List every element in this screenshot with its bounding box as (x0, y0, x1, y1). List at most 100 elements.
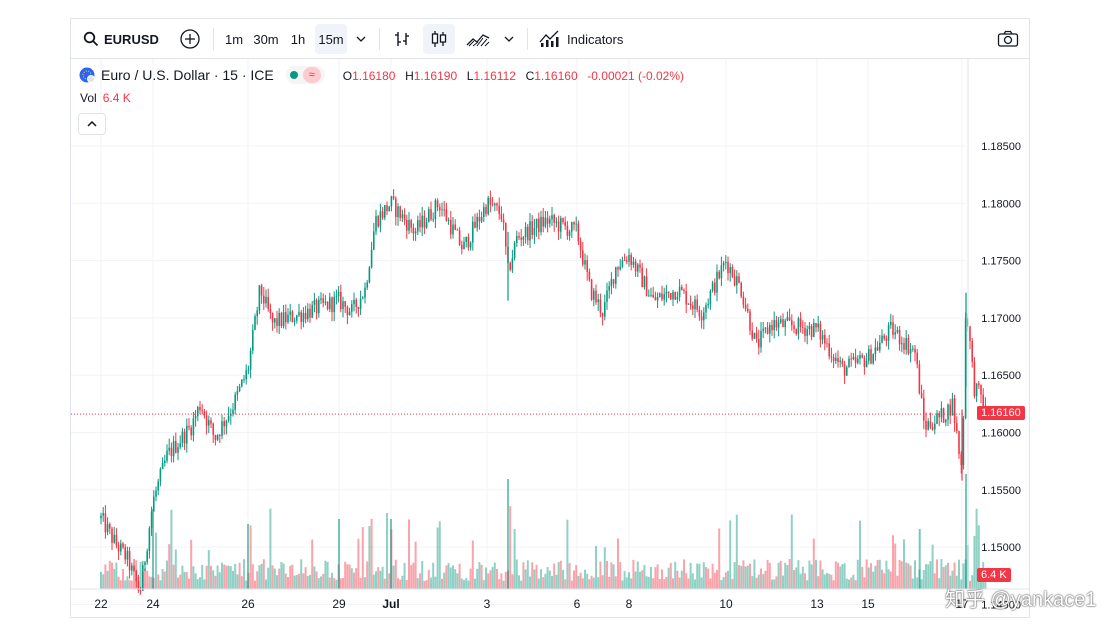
volume-bar (965, 474, 967, 589)
volume-bar (907, 563, 910, 589)
volume-bar (969, 580, 971, 589)
candle-body (258, 285, 261, 311)
candle-body (936, 413, 938, 424)
candle-body (632, 261, 635, 265)
volume-bar (485, 567, 487, 589)
symbol-title[interactable]: Euro / U.S. Dollar · 15 · ICE (101, 67, 274, 83)
candle-body (553, 215, 555, 223)
candle-body (256, 310, 258, 317)
volume-bar (647, 576, 650, 589)
volume-bar (797, 560, 800, 589)
candle-body (401, 214, 404, 218)
candle-body (634, 261, 637, 272)
volume-bar (467, 580, 470, 589)
candle-body (267, 296, 269, 310)
high-label: H (405, 68, 414, 83)
volume-bar (172, 564, 175, 589)
interval-1m[interactable]: 1m (224, 31, 244, 47)
volume-bar (159, 580, 162, 589)
candle-body (817, 323, 819, 328)
candle-body (722, 263, 725, 266)
candle-body (474, 221, 476, 228)
indicators-button[interactable]: Indicators (535, 24, 635, 54)
screenshot-button[interactable] (993, 24, 1023, 54)
candle-body (518, 236, 520, 238)
candle-body (769, 324, 771, 334)
volume-bar (903, 539, 905, 589)
candle-body (109, 524, 111, 529)
volume-legend[interactable]: Vol 6.4 K (80, 91, 131, 105)
candle-body (175, 441, 177, 453)
volume-bar (812, 538, 815, 589)
volume-value: 6.4 K (102, 91, 131, 105)
volume-bar (845, 578, 848, 589)
time-tick-label: 3 (484, 597, 491, 611)
volume-bar (262, 559, 265, 589)
volume-bar (460, 578, 463, 589)
candle-body (795, 328, 797, 334)
volume-bar (823, 574, 826, 589)
candle-body (199, 407, 201, 411)
volume-bar (480, 564, 483, 589)
candle-body (324, 301, 327, 303)
volume-bar (507, 479, 509, 589)
volume-bar (663, 579, 666, 589)
volume-bar (348, 564, 351, 589)
candle-body (562, 218, 564, 223)
market-status-badge[interactable]: ≈ (285, 66, 325, 84)
interval-15m[interactable]: 15m (315, 24, 347, 54)
volume-bar (522, 562, 525, 589)
candle-body (912, 348, 914, 350)
volume-bar (788, 559, 791, 589)
volume-bar (232, 570, 234, 589)
candle-body (747, 308, 749, 312)
collapse-legend-button[interactable] (78, 113, 106, 135)
candle-body (384, 205, 386, 218)
volume-bar (689, 562, 692, 589)
chart-canvas[interactable]: 1.18500 1.18000 1.17500 1.17000 1.16500 1.160… (71, 19, 1029, 617)
candle-body (241, 379, 243, 387)
interval-30m[interactable]: 30m (253, 31, 279, 47)
candle-body (925, 420, 927, 430)
symbol-search-button[interactable]: EURUSD (79, 24, 159, 54)
candle-body (538, 218, 540, 233)
volume-bar (465, 578, 468, 589)
chart-type-dropdown-button[interactable] (499, 24, 519, 54)
candle-body (720, 265, 723, 279)
volume-bar (564, 579, 567, 589)
bar-style-button[interactable] (389, 24, 415, 54)
volume-bar (920, 579, 923, 589)
volume-bar (830, 574, 833, 589)
volume-bar (749, 563, 751, 589)
candle-body (560, 218, 562, 232)
interval-1h[interactable]: 1h (290, 31, 306, 47)
volume-bar (306, 576, 309, 589)
volume-bar (168, 544, 171, 589)
candle-body (542, 216, 544, 227)
candle-body (366, 282, 368, 288)
volume-bar (544, 573, 547, 589)
candle-body (311, 304, 313, 318)
candle-body (621, 260, 624, 267)
volume-bar (117, 576, 120, 589)
candle-body (293, 320, 296, 322)
candle-body (487, 197, 489, 214)
candle-body (824, 335, 826, 344)
candle-body (857, 358, 859, 363)
candle-body (874, 347, 877, 355)
candle-body (751, 330, 753, 339)
volume-bar (423, 580, 426, 589)
compare-symbol-button[interactable] (175, 24, 205, 54)
area-style-button[interactable] (463, 24, 493, 54)
interval-dropdown-button[interactable] (351, 24, 371, 54)
volume-bar (760, 568, 762, 589)
volume-bar (139, 561, 142, 589)
candle-body (126, 550, 129, 560)
candles-style-button[interactable] (423, 24, 455, 54)
candle-body (472, 221, 474, 243)
volume-bar (553, 563, 556, 589)
volume-bar (905, 562, 908, 589)
candle-body (278, 312, 280, 326)
candle-body (588, 271, 591, 280)
volume-bar (249, 525, 252, 589)
